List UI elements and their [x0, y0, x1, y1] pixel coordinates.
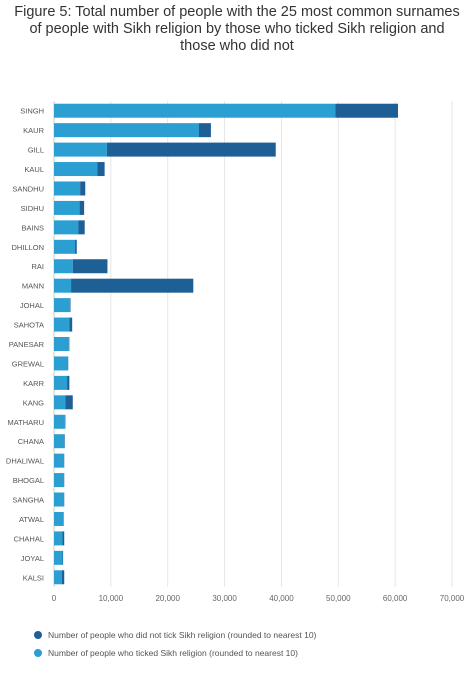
y-category-label: MATHARU	[7, 418, 44, 427]
bar-ticked	[54, 181, 81, 196]
bar-did-not-tick	[69, 317, 73, 332]
bar-did-not-tick	[62, 550, 64, 565]
bar-ticked	[54, 162, 98, 177]
bar-did-not-tick	[79, 200, 85, 215]
legend: Number of people who did not tick Sikh r…	[34, 626, 316, 662]
y-category-label: CHANA	[18, 437, 44, 446]
x-tick-label: 30,000	[212, 594, 237, 603]
y-category-label: JOHAL	[20, 301, 44, 310]
bar-did-not-tick	[72, 259, 108, 274]
bar-ticked	[54, 492, 64, 507]
x-tick-label: 60,000	[383, 594, 408, 603]
y-category-label: KALSI	[23, 573, 44, 582]
bar-ticked	[54, 453, 64, 468]
bar-did-not-tick	[78, 220, 85, 235]
y-category-label: KAUL	[24, 165, 44, 174]
x-tick-label: 40,000	[269, 594, 294, 603]
x-tick-label: 20,000	[155, 594, 180, 603]
y-category-label: SINGH	[20, 107, 44, 116]
bar-ticked	[54, 317, 70, 332]
bar-did-not-tick	[63, 453, 65, 468]
y-category-label: CHAHAL	[14, 534, 44, 543]
y-category-label: SIDHU	[21, 204, 44, 213]
bar-did-not-tick	[67, 375, 70, 390]
y-category-label: KAUR	[23, 126, 44, 135]
bar-did-not-tick	[97, 162, 105, 177]
y-category-label: DHALIWAL	[6, 457, 44, 466]
legend-item-ticked[interactable]: Number of people who ticked Sikh religio…	[34, 644, 316, 662]
legend-label-ticked: Number of people who ticked Sikh religio…	[48, 648, 298, 658]
bar-did-not-tick	[75, 239, 77, 254]
y-category-label: MANN	[22, 282, 44, 291]
bar-did-not-tick	[198, 123, 211, 138]
bar-ticked	[54, 103, 336, 118]
legend-item-did-not-tick[interactable]: Number of people who did not tick Sikh r…	[34, 626, 316, 644]
y-category-label: DHILLON	[11, 243, 44, 252]
bar-ticked	[54, 259, 73, 274]
bar-did-not-tick	[80, 181, 86, 196]
legend-label-did-not-tick: Number of people who did not tick Sikh r…	[48, 630, 317, 640]
bar-ticked	[54, 531, 63, 546]
bar-did-not-tick	[63, 473, 65, 488]
bar-ticked	[54, 123, 199, 138]
x-tick-label: 0	[52, 594, 57, 603]
bar-did-not-tick	[335, 103, 398, 118]
y-category-label: JOYAL	[21, 554, 44, 563]
bar-ticked	[54, 511, 64, 526]
y-category-label: BAINS	[21, 223, 44, 232]
bar-ticked	[54, 356, 68, 371]
y-category-label: SAHOTA	[14, 321, 44, 330]
y-category-label: PANESAR	[9, 340, 45, 349]
bar-ticked	[54, 239, 76, 254]
y-category-label: BHOGAL	[13, 476, 44, 485]
y-category-label: KANG	[23, 398, 44, 407]
bar-did-not-tick	[65, 395, 73, 410]
bar-did-not-tick	[71, 278, 194, 293]
y-category-label: GREWAL	[12, 359, 44, 368]
legend-swatch-ticked	[34, 649, 42, 657]
y-category-label: SANGHA	[12, 496, 44, 505]
bar-ticked	[54, 142, 107, 157]
bar-ticked	[54, 298, 70, 313]
y-category-label: GILL	[28, 146, 44, 155]
bar-ticked	[54, 278, 72, 293]
bar-ticked	[54, 220, 79, 235]
bar-did-not-tick	[68, 337, 70, 351]
y-category-label: KARR	[23, 379, 44, 388]
chart-title: Figure 5: Total number of people with th…	[14, 4, 460, 54]
bar-did-not-tick	[64, 434, 65, 449]
bar-did-not-tick	[69, 298, 71, 313]
y-category-label: ATWAL	[19, 515, 44, 524]
legend-swatch-did-not-tick	[34, 631, 42, 639]
y-category-label: SANDHU	[12, 184, 44, 193]
bar-did-not-tick	[67, 356, 69, 371]
y-category-label: RAI	[31, 262, 44, 271]
bar-ticked	[54, 570, 62, 585]
bar-ticked	[54, 414, 65, 429]
bar-did-not-tick	[64, 414, 66, 429]
bar-ticked	[54, 434, 65, 449]
bar-ticked	[54, 200, 80, 215]
bar-ticked	[54, 375, 68, 390]
bar-did-not-tick	[63, 492, 65, 507]
bar-ticked	[54, 337, 69, 351]
bar-ticked	[54, 473, 64, 488]
bar-did-not-tick	[61, 570, 65, 585]
bar-ticked	[54, 550, 63, 565]
bar-did-not-tick	[106, 142, 276, 157]
bar-did-not-tick	[62, 531, 65, 546]
x-tick-label: 50,000	[326, 594, 351, 603]
bar-did-not-tick	[63, 511, 64, 526]
bar-ticked	[54, 395, 66, 410]
x-tick-label: 70,000	[440, 594, 465, 603]
x-tick-label: 10,000	[99, 594, 124, 603]
